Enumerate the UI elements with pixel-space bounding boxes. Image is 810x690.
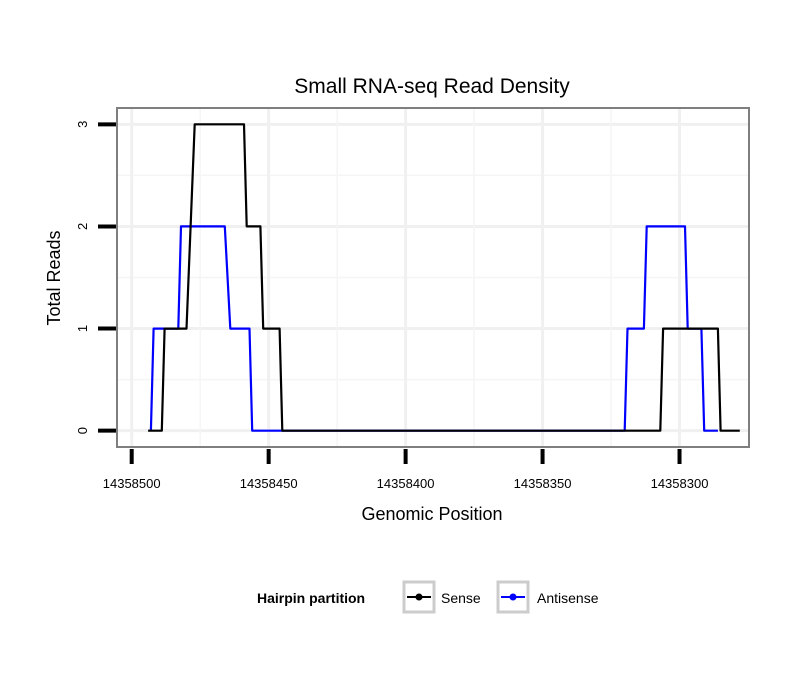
legend-label-sense: Sense [441, 590, 481, 606]
legend-title: Hairpin partition [257, 590, 365, 606]
x-tick-label: 14358300 [651, 476, 709, 491]
series-layer [148, 123, 740, 432]
y-tick-label: 0 [75, 427, 90, 434]
x-axis: 14358500 14358450 14358400 14358350 14358300 [103, 449, 709, 491]
chart-title: Small RNA-seq Read Density [294, 75, 570, 98]
y-axis-label: Total Reads [44, 230, 64, 325]
legend-point-antisense [509, 593, 517, 601]
x-tick-label: 14358350 [514, 476, 572, 491]
legend-label-antisense: Antisense [537, 590, 599, 606]
x-tick-label: 14358500 [103, 476, 161, 491]
plot-panel-border [116, 107, 750, 448]
x-tick-label: 14358400 [377, 476, 435, 491]
legend-item-antisense: Antisense [496, 580, 599, 614]
x-tick-label: 14358450 [240, 476, 298, 491]
x-axis-label: Genomic Position [361, 504, 502, 524]
grid [118, 109, 748, 446]
y-tick-label: 3 [75, 121, 90, 128]
legend: Hairpin partition Sense Antisense [257, 580, 599, 614]
legend-key-antisense [496, 580, 530, 614]
legend-item-sense: Sense [402, 580, 481, 614]
y-tick-label: 2 [75, 223, 90, 230]
y-tick-label: 1 [75, 325, 90, 332]
legend-point-sense [415, 593, 423, 601]
series-line-sense [148, 123, 740, 432]
y-axis: 0 1 2 3 [75, 121, 116, 434]
